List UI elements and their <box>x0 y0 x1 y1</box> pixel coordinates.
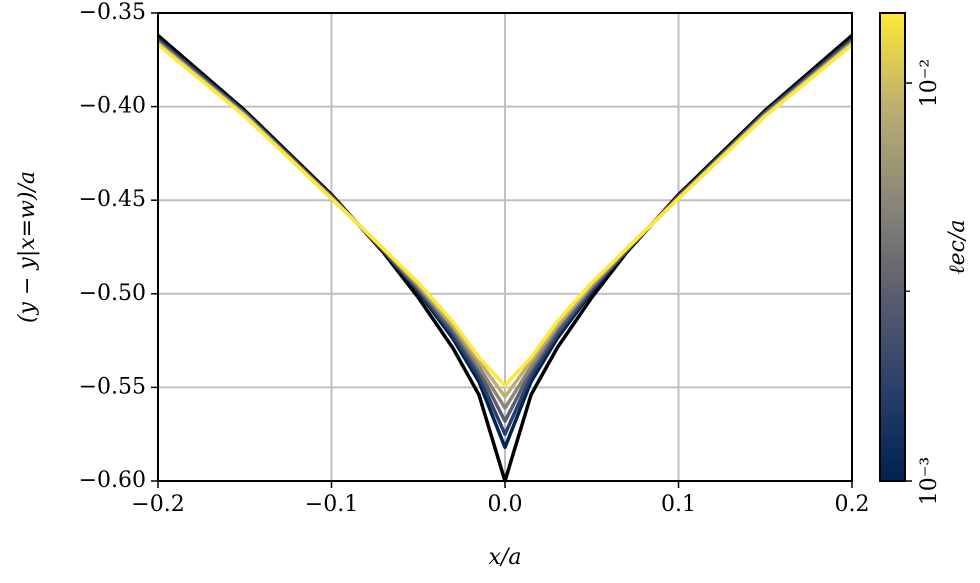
x-tick-label: −0.1 <box>305 492 358 517</box>
y-tick-label: −0.60 <box>79 468 146 493</box>
colorbar-label: ℓec/a <box>945 219 970 274</box>
y-tick-label: −0.45 <box>79 187 146 212</box>
y-tick-label: −0.35 <box>79 0 146 25</box>
y-axis-label: (y − y|x=w)/a <box>15 171 40 323</box>
data-line <box>156 43 854 388</box>
y-tick-label: −0.50 <box>79 281 146 306</box>
x-tick-label: 0.2 <box>835 492 870 517</box>
plot-frame <box>157 12 853 482</box>
x-tick-label: −0.2 <box>131 492 184 517</box>
colorbar <box>879 12 906 482</box>
x-tick-label: 0.1 <box>661 492 696 517</box>
colorbar-tick-label: 10⁻² <box>917 59 942 107</box>
y-tick-label: −0.40 <box>79 94 146 119</box>
y-tick-label: −0.55 <box>79 374 146 399</box>
colorbar-tick-label: 10⁻³ <box>917 457 942 505</box>
x-tick-label: 0.0 <box>488 492 523 517</box>
x-axis-label: x/a <box>489 545 522 570</box>
